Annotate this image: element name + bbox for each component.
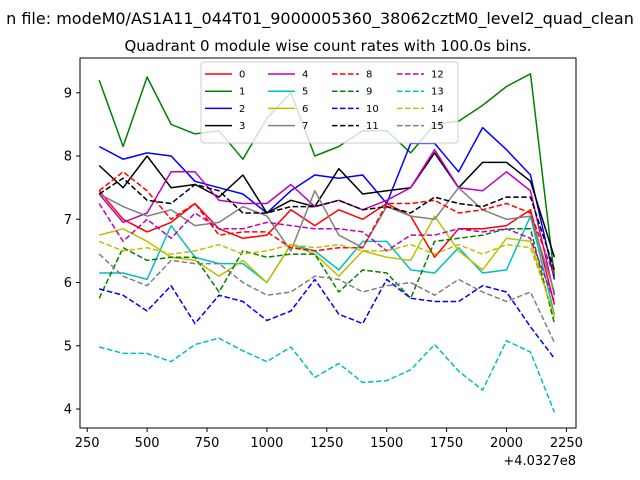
legend-label-9: 9 <box>366 87 372 98</box>
series-line-0 <box>98 190 556 305</box>
legend-label-8: 8 <box>366 70 372 81</box>
figure-suptitle: n file: modeM0/AS1A11_044T01_9000005360_… <box>6 9 634 29</box>
x-tick-label: 1000 <box>250 436 283 451</box>
chart-title: Quadrant 0 module wise count rates with … <box>124 37 531 55</box>
series-line-1 <box>98 73 556 277</box>
axes-frame <box>79 57 577 429</box>
y-tick-label: 4 <box>64 403 72 418</box>
plot-area <box>98 73 556 413</box>
legend-label-10: 10 <box>366 104 379 115</box>
legend-box <box>200 61 459 144</box>
series-line-15 <box>98 253 556 343</box>
x-tick-label: 1500 <box>370 436 403 451</box>
legend-label-3: 3 <box>239 121 245 132</box>
x-tick-label: 500 <box>135 436 160 451</box>
axis-ticks: 250 500 750 1000 1250 1500 1750 2000 2250 4 5 6 7 8 9 <box>64 86 583 451</box>
legend-label-14: 14 <box>431 104 444 115</box>
x-tick-label: 1250 <box>310 436 343 451</box>
legend-label-6: 6 <box>302 104 308 115</box>
x-tick-label: 250 <box>75 436 100 451</box>
y-tick-label: 9 <box>64 86 72 101</box>
x-tick-label: 750 <box>195 436 220 451</box>
x-offset-text: +4.0327e8 <box>503 454 576 469</box>
series-line-12 <box>98 203 556 302</box>
legend-label-11: 11 <box>366 121 379 132</box>
legend-label-1: 1 <box>239 87 245 98</box>
y-tick-label: 8 <box>64 150 72 165</box>
series-line-13 <box>99 337 556 413</box>
legend-label-13: 13 <box>431 87 444 98</box>
series-line-14 <box>98 240 556 315</box>
legend-label-2: 2 <box>239 104 245 115</box>
legend-label-7: 7 <box>302 121 308 132</box>
series-line-9 <box>98 228 556 324</box>
x-tick-label: 2000 <box>490 436 523 451</box>
legend-label-5: 5 <box>302 87 308 98</box>
series-line-3 <box>98 152 556 258</box>
y-tick-label: 6 <box>64 276 72 291</box>
series-line-10 <box>99 278 555 359</box>
series-line-11 <box>98 177 556 271</box>
x-tick-label: 2250 <box>550 436 583 451</box>
series-line-5 <box>99 215 556 315</box>
series-line-6 <box>99 215 556 318</box>
legend-label-0: 0 <box>239 70 245 81</box>
series-line-2 <box>98 126 556 280</box>
legend-label-15: 15 <box>431 121 444 132</box>
y-tick-label: 5 <box>64 339 72 354</box>
legend-label-12: 12 <box>431 70 444 81</box>
x-tick-label: 1750 <box>430 436 463 451</box>
y-tick-label: 7 <box>64 213 72 228</box>
legend-label-4: 4 <box>302 70 308 81</box>
